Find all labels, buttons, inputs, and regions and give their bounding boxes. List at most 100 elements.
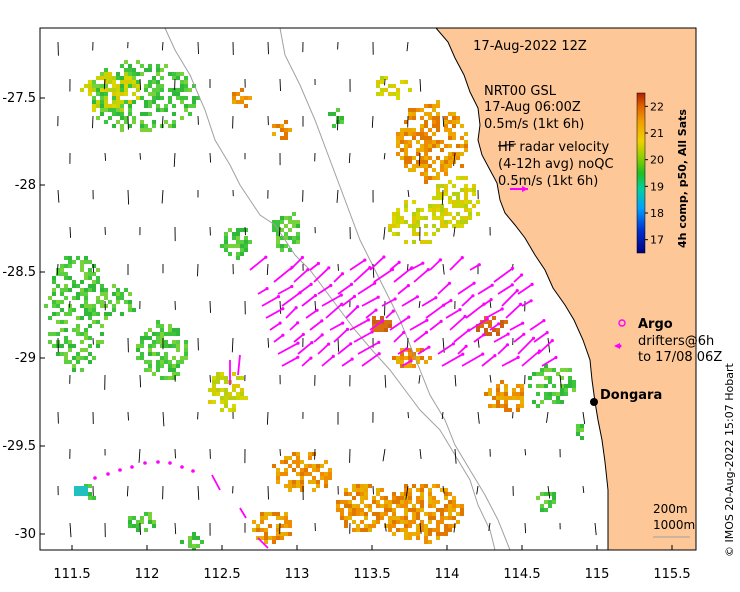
sst-pixel — [396, 212, 400, 216]
sst-patches — [44, 60, 584, 550]
sst-pixel — [128, 304, 132, 308]
sst-pixel — [68, 348, 72, 352]
model-arrow — [454, 448, 457, 464]
sst-pixel — [160, 356, 164, 360]
radar-arrowhead — [265, 287, 269, 291]
legend-model-arrow — [497, 143, 517, 147]
x-tick-label: 113 — [285, 567, 310, 582]
sst-pixel — [496, 384, 500, 388]
radar-arrowhead — [373, 281, 377, 285]
sst-pixel — [544, 368, 548, 372]
sst-pixel — [284, 232, 288, 236]
model-arrow — [174, 448, 176, 459]
sst-pixel — [452, 156, 456, 160]
sst-pixel — [420, 496, 424, 500]
sst-pixel — [336, 500, 340, 504]
radar-arrow — [385, 310, 394, 319]
sst-pixel — [368, 504, 372, 508]
sst-pixel — [424, 144, 428, 148]
sst-pixel — [436, 528, 440, 532]
sst-pixel — [500, 392, 504, 396]
sst-pixel — [436, 216, 440, 220]
model-arrow — [161, 41, 164, 51]
sst-pixel — [428, 104, 432, 108]
sst-pixel — [440, 140, 444, 144]
sst-pixel — [124, 88, 128, 92]
radar-arrowhead — [349, 282, 354, 286]
sst-pixel — [420, 124, 424, 128]
sst-pixel — [408, 108, 412, 112]
sst-pixel — [288, 532, 292, 536]
sst-pixel — [428, 516, 432, 520]
sst-pixel — [432, 176, 436, 180]
sst-pixel — [232, 232, 236, 236]
sst-pixel — [88, 344, 92, 348]
sst-pixel — [444, 496, 448, 500]
model-arrow — [384, 300, 386, 316]
sst-pixel — [444, 156, 448, 160]
radar-arrowhead — [463, 314, 467, 319]
legend-radar-line1: HF radar velocity — [498, 140, 610, 155]
sst-pixel — [412, 364, 416, 368]
sst-pixel — [556, 396, 560, 400]
radar-arrow — [493, 267, 514, 283]
sst-pixel — [92, 496, 96, 500]
sst-pixel — [424, 148, 428, 152]
sst-pixel — [148, 352, 152, 356]
sst-pixel — [152, 332, 156, 336]
sst-pixel — [220, 372, 224, 376]
sst-pixel — [168, 88, 172, 92]
legend-radar-line2: (4-12h avg) noQC — [498, 157, 614, 172]
sst-pixel — [408, 356, 412, 360]
sst-pixel — [420, 500, 424, 504]
sst-pixel — [364, 516, 368, 520]
sst-pixel — [212, 392, 216, 396]
radar-arrowhead — [522, 332, 526, 336]
drifter-point — [143, 461, 147, 465]
sst-pixel — [444, 212, 448, 216]
sst-pixel — [404, 492, 408, 496]
sst-pixel — [296, 464, 300, 468]
radar-arrowhead — [519, 302, 523, 306]
sst-pixel — [464, 208, 468, 212]
sst-pixel — [148, 328, 152, 332]
sst-pixel — [400, 516, 404, 520]
sst-pixel — [424, 164, 428, 168]
sst-pixel — [96, 300, 100, 304]
land-area — [435, 28, 696, 550]
sst-pixel — [408, 112, 412, 116]
sst-pixel — [356, 524, 360, 528]
sst-pixel — [412, 512, 416, 516]
sst-pixel — [336, 108, 340, 112]
model-arrow — [418, 152, 421, 166]
sst-pixel — [344, 520, 348, 524]
sst-pixel — [308, 480, 312, 484]
model-arrow — [383, 226, 386, 240]
sst-pixel — [396, 152, 400, 156]
model-arrow — [547, 337, 551, 353]
model-arrow — [161, 189, 164, 204]
sst-pixel — [396, 140, 400, 144]
sst-pixel — [184, 344, 188, 348]
sst-pixel — [420, 240, 424, 244]
sst-pixel — [436, 196, 440, 200]
sst-pixel — [92, 356, 96, 360]
sst-pixel — [440, 516, 444, 520]
radar-arrow — [313, 267, 330, 283]
radar-arrowhead — [530, 282, 534, 286]
sst-pixel — [440, 224, 444, 228]
sst-pixel — [280, 136, 284, 140]
sst-pixel — [128, 108, 132, 112]
sst-pixel — [360, 496, 364, 500]
sst-pixel — [84, 336, 88, 340]
sst-pixel — [80, 260, 84, 264]
radar-arrowhead — [374, 308, 378, 312]
sst-pixel — [64, 272, 68, 276]
sst-pixel — [276, 124, 280, 128]
sst-pixel — [580, 424, 584, 428]
sst-pixel — [396, 356, 400, 360]
sst-pixel — [284, 524, 288, 528]
sst-pixel — [448, 196, 452, 200]
argo-marker-icon — [618, 319, 626, 327]
radar-arrowhead — [521, 321, 525, 325]
